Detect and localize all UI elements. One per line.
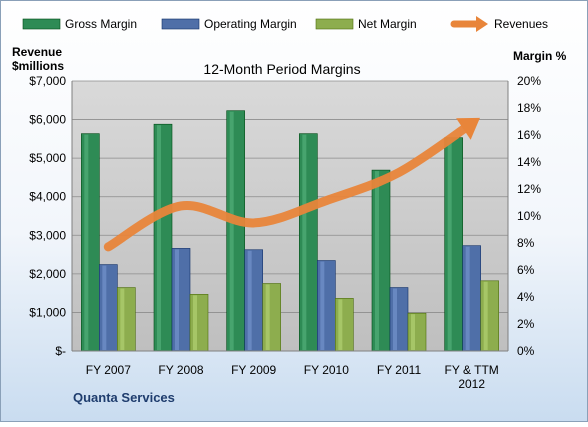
x-tick-label: FY 2011: [377, 363, 422, 377]
bar-operating-margin: [99, 264, 118, 352]
bar-operating-margin: [462, 245, 481, 352]
y-right-tick-label: 12%: [517, 182, 541, 196]
y-right-tick-label: 14%: [517, 155, 541, 169]
y-right-tick-label: 16%: [517, 128, 541, 142]
bar-highlight: [338, 299, 343, 350]
bar-highlight: [447, 138, 452, 350]
y-right-tick-label: 4%: [517, 290, 535, 304]
y-right-tick-label: 18%: [517, 101, 541, 115]
bar-highlight: [247, 250, 252, 350]
right-axis-title: Margin %: [513, 49, 567, 63]
y-left-tick-label: $-: [55, 344, 66, 358]
y-left-tick-label: $5,000: [29, 151, 66, 165]
bar-highlight: [483, 281, 488, 350]
legend-swatch: [161, 18, 200, 30]
legend-swatch: [22, 18, 61, 30]
y-left-tick-label: $6,000: [29, 113, 66, 127]
legend-label: Revenues: [494, 17, 548, 31]
y-right-tick-label: 10%: [517, 209, 541, 223]
bar-gross-margin: [226, 110, 245, 352]
y-right-tick-label: 8%: [517, 236, 535, 250]
legend-swatch: [315, 18, 354, 30]
legend-swatch-arrowhead: [476, 16, 488, 32]
bar-gross-margin: [81, 133, 100, 352]
bar-net-margin: [407, 312, 427, 352]
y-left-tick-label: $4,000: [29, 190, 66, 204]
bar-highlight: [157, 125, 161, 350]
y-right-tick-label: 6%: [517, 263, 535, 277]
bar-highlight: [229, 111, 234, 350]
revenue-arrowhead: [456, 117, 480, 140]
bar-highlight: [175, 249, 179, 350]
bar-highlight: [393, 288, 397, 350]
bar-operating-margin: [171, 248, 191, 352]
legend-label: Net Margin: [358, 17, 417, 31]
y-right-tick-label: 2%: [517, 317, 535, 331]
bar-operating-margin: [389, 287, 409, 352]
bar-highlight: [375, 171, 379, 350]
bar-gross-margin: [299, 133, 318, 352]
bar-highlight: [465, 246, 470, 350]
bar-net-margin: [335, 298, 354, 352]
y-left-tick-label: $2,000: [29, 267, 66, 281]
footer-label: Quanta Services: [73, 390, 175, 405]
y-left-tick-label: $1,000: [29, 305, 66, 319]
bar-operating-margin: [244, 249, 263, 352]
x-tick-label: FY 2010: [304, 363, 349, 377]
bar-net-margin: [117, 287, 136, 352]
bar-highlight: [84, 134, 89, 350]
x-tick-label: 2012: [458, 377, 485, 391]
bar-gross-margin: [371, 169, 391, 352]
bar-highlight: [102, 265, 107, 350]
left-axis-title-line2: $millions: [12, 59, 64, 73]
y-left-tick-label: $7,000: [29, 74, 66, 88]
left-axis-title-line1: Revenue: [12, 45, 62, 59]
y-right-tick-label: 20%: [517, 74, 541, 88]
chart-title: 12-Month Period Margins: [203, 61, 360, 77]
x-tick-label: FY 2008: [158, 363, 203, 377]
bar-net-margin: [480, 280, 499, 352]
bar-highlight: [193, 295, 197, 350]
y-right-tick-label: 0%: [517, 344, 535, 358]
bar-net-margin: [262, 283, 281, 352]
bar-gross-margin: [153, 123, 173, 352]
x-tick-label: FY & TTM: [445, 363, 499, 377]
bar-gross-margin: [444, 137, 463, 352]
legend-label: Gross Margin: [65, 17, 137, 31]
y-left-tick-label: $3,000: [29, 228, 66, 242]
bar-net-margin: [189, 293, 209, 352]
bar-highlight: [320, 261, 325, 350]
legend-label: Operating Margin: [204, 17, 297, 31]
bar-highlight: [302, 134, 307, 350]
bar-highlight: [120, 288, 125, 350]
bar-highlight: [265, 284, 270, 350]
x-tick-label: FY 2007: [86, 363, 131, 377]
bar-operating-margin: [317, 260, 336, 352]
x-tick-label: FY 2009: [231, 363, 276, 377]
revenue-line: [103, 118, 477, 252]
bar-highlight: [411, 314, 415, 350]
